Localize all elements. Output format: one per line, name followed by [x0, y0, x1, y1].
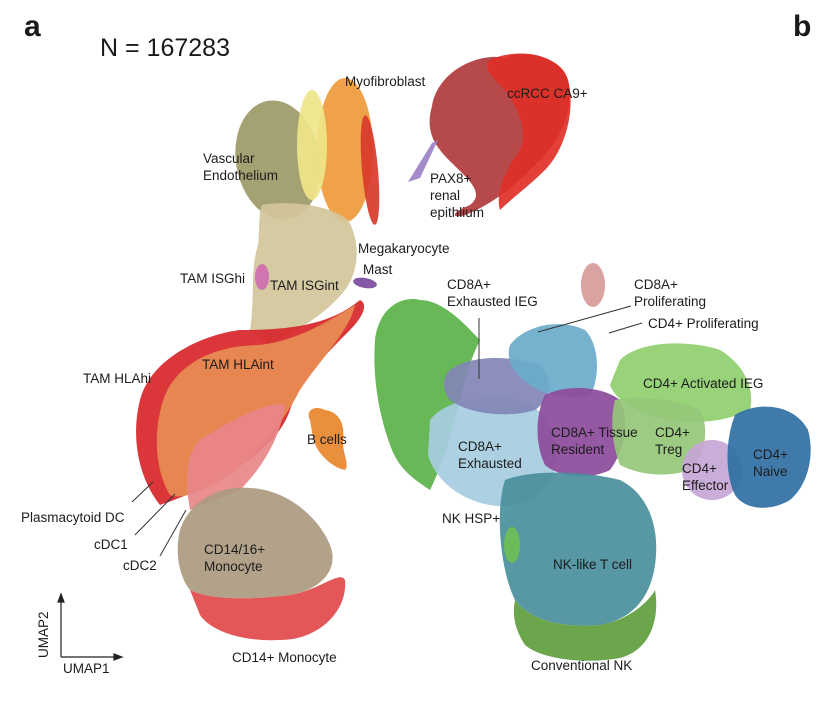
cluster-label-megakaryocyte: Megakaryocyte — [358, 241, 450, 256]
panel-letter-a: a — [24, 10, 41, 43]
cluster-label-cd8a-tissue-resident: CD8A+ Tissue Resident — [551, 425, 638, 457]
cell-count-label: N = 167283 — [100, 34, 230, 62]
cluster-pax8-renal-epithlium — [408, 140, 438, 182]
cluster-cd4-treg — [612, 398, 706, 475]
y-axis-label: UMAP2 — [36, 611, 51, 658]
cluster-label-cd4-naive: CD4+ Naive — [753, 447, 788, 479]
cluster-conventional-nk — [513, 590, 657, 661]
cluster-label-nk-like-t-cell: NK-like T cell — [553, 557, 633, 572]
panel-letter-b: b — [793, 10, 812, 43]
cluster-b-cells — [308, 408, 347, 470]
cluster-myofibroblast — [317, 78, 373, 222]
cluster-label-cd4-proliferating: CD4+ Proliferating — [648, 316, 759, 331]
cluster-label-cdc1: cDC1 — [94, 537, 128, 552]
umap1-arrow-icon — [113, 653, 124, 661]
cluster-label-tam-isgint: TAM ISGint — [270, 278, 339, 293]
cluster-label-tam-hlahi: TAM HLAhi — [83, 371, 152, 386]
cluster-cd8a-proliferating — [508, 324, 597, 397]
cluster-label-nk-hsp: NK HSP+ — [442, 511, 501, 526]
cluster-label-cd8a-exhausted-ieg: CD8A+ Exhausted IEG — [447, 277, 538, 309]
cluster-label-cd8a-exhausted: CD8A+ Exhausted — [458, 439, 522, 471]
cluster-label-plasmacytoid-dc: Plasmacytoid DC — [21, 510, 125, 525]
cluster-label-conventional-nk: Conventional NK — [531, 658, 633, 673]
cluster-label-cd4-effector: CD4+ Effector — [682, 461, 729, 493]
cluster-label-tam-hlaint: TAM HLAint — [202, 357, 274, 372]
cluster-myofibroblast-outliers — [360, 115, 380, 225]
cluster-label-myofibroblast: Myofibroblast — [345, 74, 426, 89]
cluster-label-mast: Mast — [363, 262, 393, 277]
cluster-label-cdc2: cDC2 — [123, 558, 157, 573]
cluster-nk-like-t-cell — [499, 472, 657, 626]
cluster-cd14-monocyte — [190, 577, 346, 641]
leader-line-layer — [131, 305, 643, 557]
cluster-nk-hsp-edge — [504, 527, 520, 563]
cluster-cd4-effector — [682, 440, 742, 500]
cluster-cd4-naive — [727, 406, 811, 508]
cluster-tam-hlaint-pink — [187, 404, 285, 510]
cluster-label-cd4-treg: CD4+ Treg — [655, 425, 690, 457]
cluster-label-cd4-activated-ieg: CD4+ Activated IEG — [643, 376, 764, 391]
cluster-tam-isghi — [255, 264, 269, 290]
cluster-label-cd14-monocyte: CD14+ Monocyte — [232, 650, 337, 665]
cluster-label-cd8a-proliferating: CD8A+ Proliferating — [634, 277, 707, 309]
x-axis-label: UMAP1 — [63, 661, 110, 676]
leader-line-cdc1 — [134, 493, 176, 536]
cluster-cd14-16-monocyte — [177, 487, 333, 599]
cluster-mast — [353, 277, 377, 289]
umap2-arrow-icon — [57, 592, 65, 603]
cluster-label-vascular-endothelium: Vascular Endothelium — [203, 151, 279, 183]
cluster-layer — [136, 53, 811, 661]
cluster-tam-isgint — [250, 203, 357, 345]
cluster-ccrcc-ca9-bright — [487, 53, 571, 211]
leader-line-cdc2 — [159, 509, 187, 557]
cluster-nk-hsp-green-nk — [374, 299, 480, 490]
umap-axis-arrows — [57, 592, 124, 661]
leader-line-cd4-proliferating — [608, 322, 643, 334]
cluster-vascular-endothelium-yellow — [297, 90, 327, 200]
cluster-label-pax8-renal: PAX8+ renal epithlium — [430, 171, 485, 220]
cluster-label-b-cells: B cells — [307, 432, 347, 447]
cluster-label-cd14-16-monocyte: CD14/16+ Monocyte — [204, 542, 266, 574]
cluster-label-tam-isghi: TAM ISGhi — [180, 271, 246, 286]
cluster-cd8a-tissue-resident — [537, 388, 626, 477]
leader-line-plasmacytoid-dc — [131, 481, 154, 503]
cluster-cd4-proliferating-pink — [581, 263, 605, 307]
cluster-label-ccrcc-ca9: ccRCC CA9+ — [507, 86, 588, 101]
leader-line-cd8a-proliferating — [537, 305, 632, 333]
